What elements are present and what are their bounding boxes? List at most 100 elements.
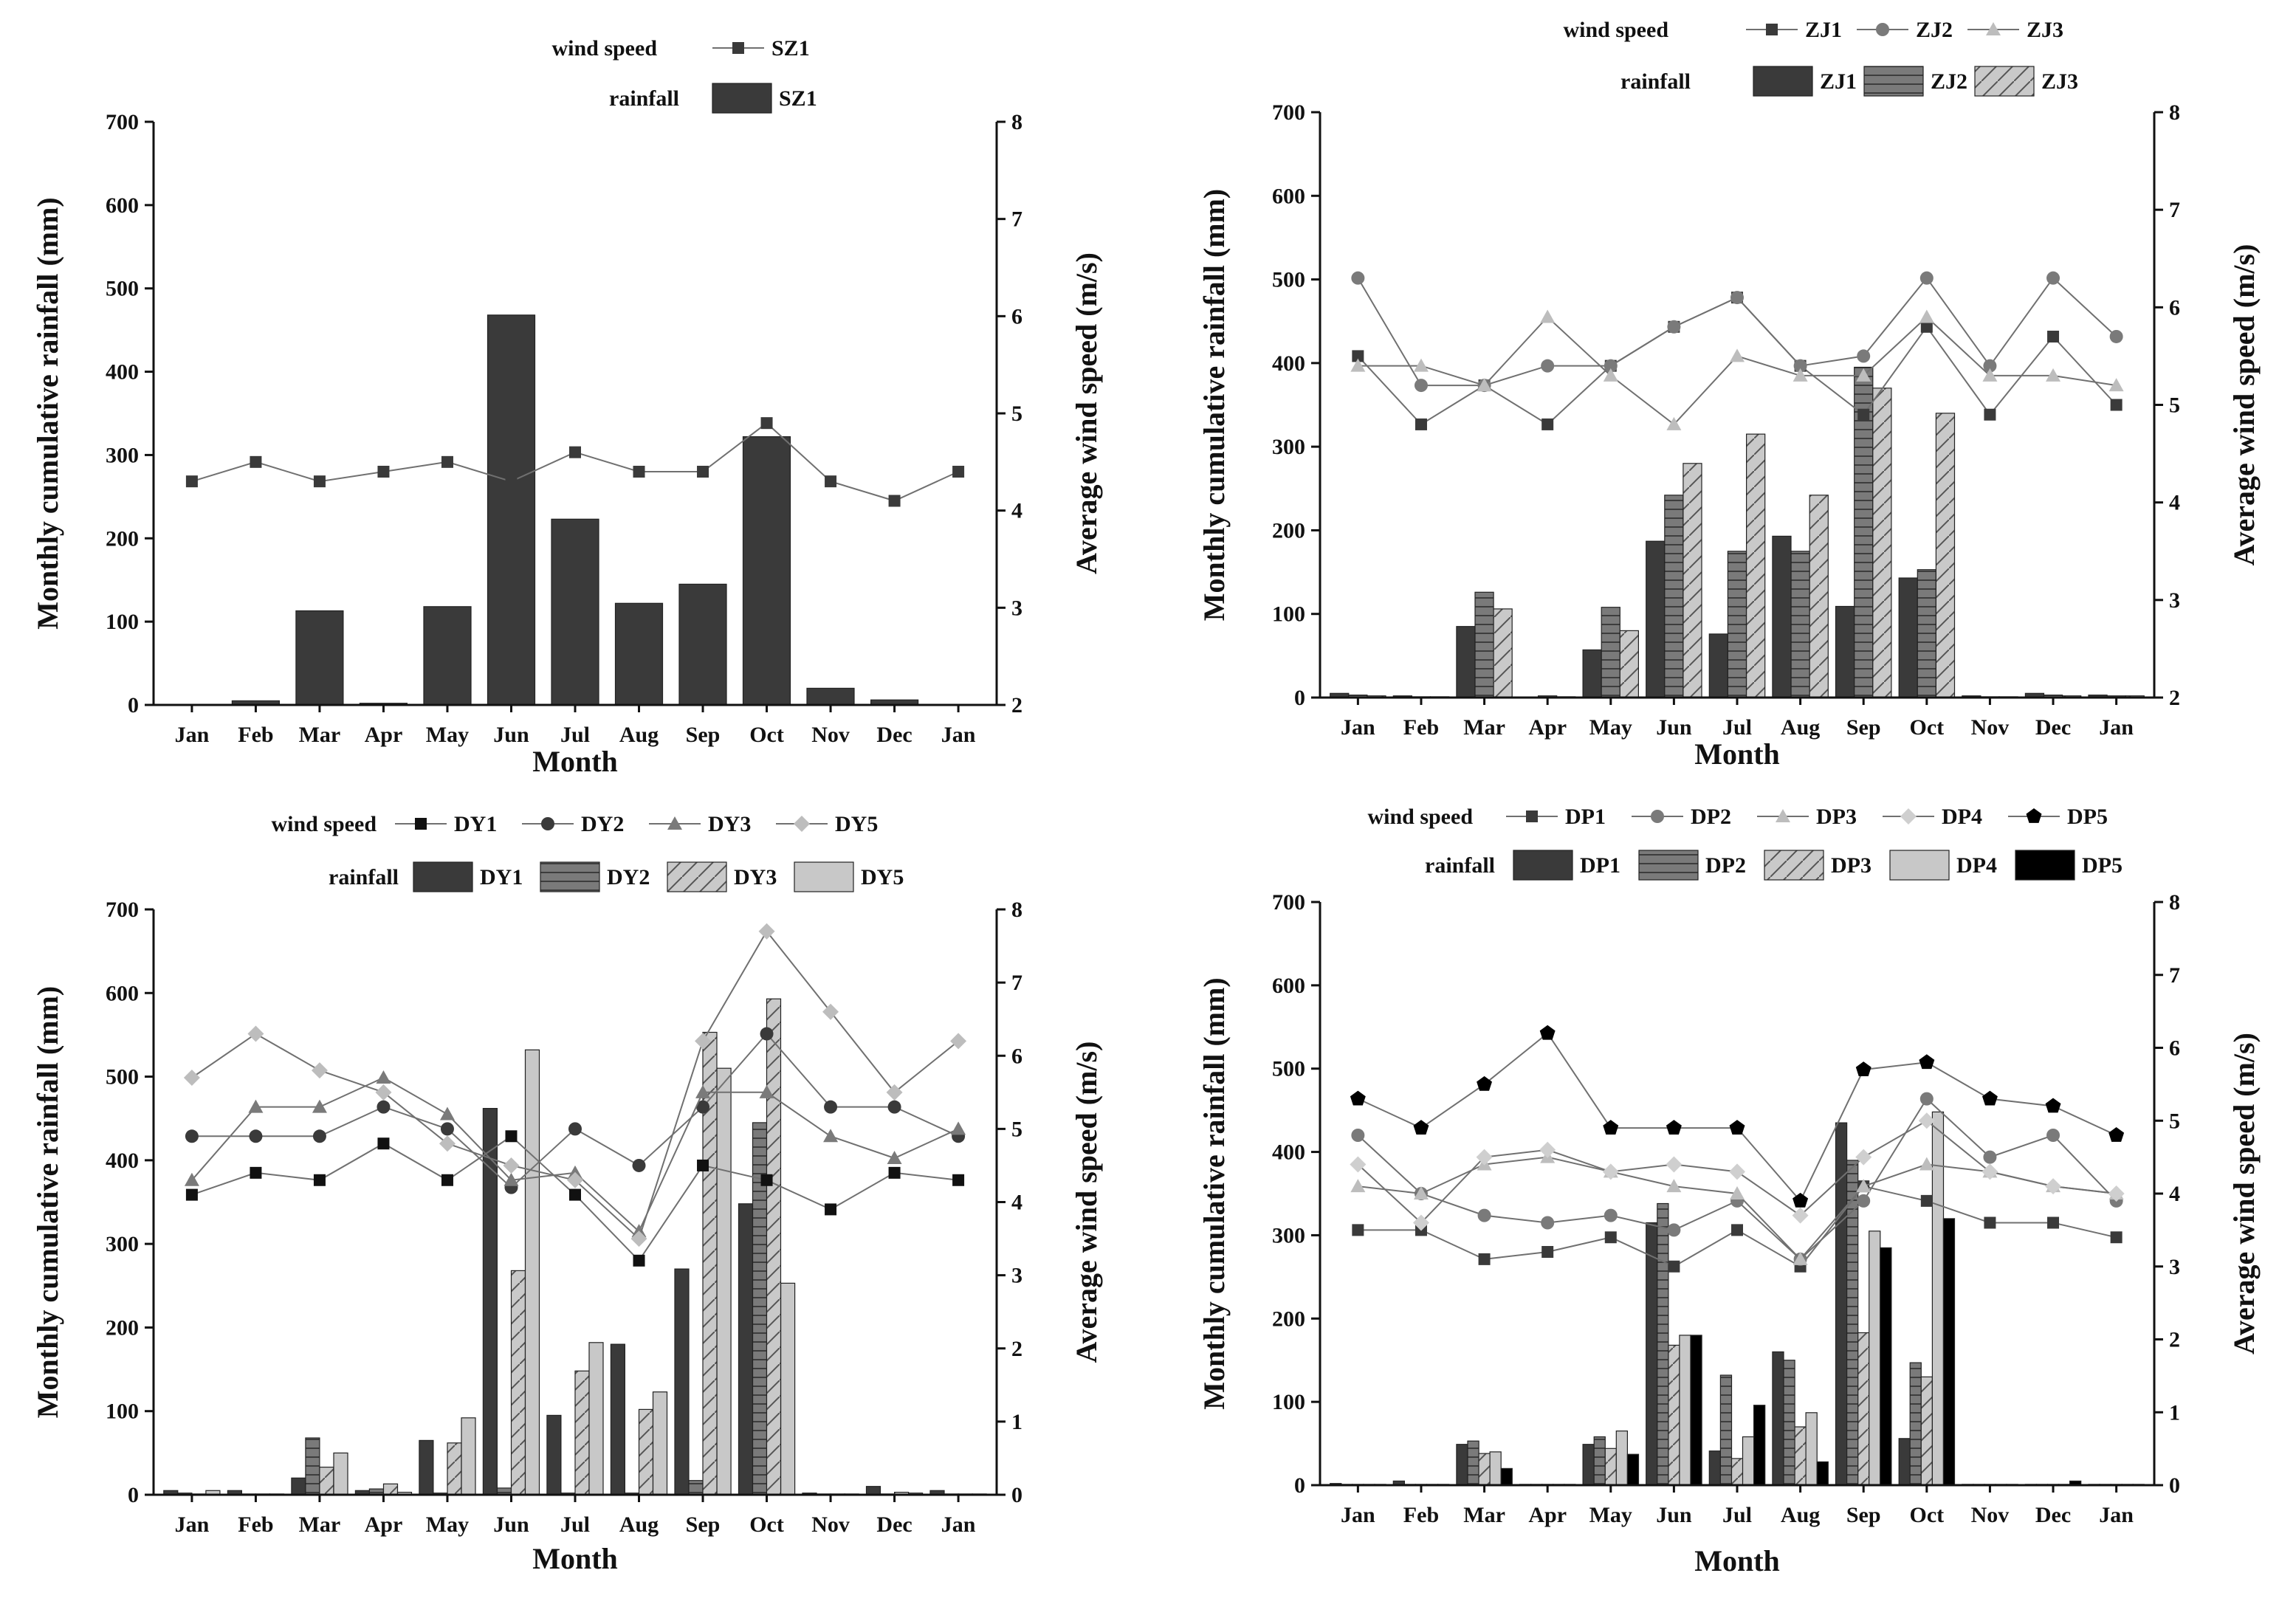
- y-tick-label-left: 600: [1272, 974, 1305, 998]
- point-dp3: [1793, 1251, 1808, 1265]
- point-dp4: [2108, 1185, 2125, 1202]
- y-tick-label-left: 500: [1272, 268, 1305, 292]
- bar-dy3: [447, 1442, 462, 1495]
- legend-label-wind: wind speed: [271, 812, 377, 836]
- y-axis-title-right: Average wind speed (m/s): [2227, 1033, 2261, 1355]
- x-tick-label: Jan: [1341, 1503, 1375, 1527]
- point-zj3: [1540, 309, 1556, 323]
- bar-zj3: [1493, 608, 1513, 698]
- bar-dp3: [1857, 1332, 1870, 1486]
- point-dy1: [505, 1130, 518, 1143]
- x-tick-label: Nov: [811, 723, 850, 747]
- bar-zj2: [1601, 607, 1620, 698]
- x-tick-label: Aug: [1781, 715, 1820, 740]
- point-sz1: [888, 495, 901, 507]
- bar-dy2: [688, 1480, 704, 1495]
- x-tick-label: May: [426, 1512, 469, 1537]
- y-tick-label-right: 2: [2169, 686, 2180, 710]
- y-tick-label-right: 7: [2169, 198, 2180, 222]
- point-zj1: [1352, 350, 1364, 362]
- x-tick-label: Apr: [365, 723, 403, 747]
- x-tick-label: Dec: [2035, 715, 2071, 740]
- y-tick-label-right: 6: [2169, 1036, 2180, 1061]
- y-tick-label-left: 500: [106, 1065, 139, 1090]
- y-tick-label-left: 700: [106, 110, 139, 134]
- point-sz1: [377, 466, 390, 478]
- bar-dy5: [524, 1049, 540, 1495]
- point-dy3: [759, 1084, 774, 1098]
- x-tick-label: Jan: [941, 723, 976, 747]
- point-sz1: [825, 475, 837, 488]
- point-dy2: [568, 1122, 582, 1136]
- y-tick-label-left: 500: [1272, 1057, 1305, 1081]
- y-tick-label-right: 5: [2169, 1109, 2180, 1133]
- point-dp4: [1981, 1163, 1998, 1180]
- point-dy3: [312, 1099, 327, 1113]
- y-tick-label-left: 200: [106, 526, 139, 551]
- point-dp4: [1918, 1112, 1935, 1129]
- x-tick-label: Oct: [749, 723, 784, 747]
- point-dy1: [313, 1174, 326, 1186]
- x-tick-label: Aug: [619, 1512, 659, 1537]
- bar-zj1: [1582, 649, 1602, 698]
- y-tick-label-right: 0: [2169, 1473, 2180, 1498]
- point-dy5: [950, 1033, 967, 1050]
- y-tick-label-right: 6: [1011, 304, 1022, 328]
- legend-text-wind-zj3: ZJ3: [2027, 18, 2063, 42]
- y-axis-title-left: Monthly cumulative rainfall (mm): [1197, 189, 1231, 622]
- y-tick-label-left: 600: [106, 193, 139, 218]
- bar-dp1: [1772, 1351, 1784, 1486]
- point-zj3: [1603, 368, 1618, 382]
- point-zj3: [1666, 416, 1682, 430]
- bar-dy1: [291, 1477, 306, 1495]
- bar-dp3: [1668, 1344, 1680, 1486]
- bar-sz1: [614, 602, 664, 706]
- legend-marker-zj1: [1766, 24, 1778, 35]
- point-zj3: [1982, 368, 1998, 382]
- point-dy1: [441, 1174, 453, 1186]
- point-dy3: [503, 1172, 519, 1186]
- x-tick-label: Jul: [560, 1512, 590, 1537]
- y-tick-label-left: 300: [1272, 1223, 1305, 1247]
- bar-sz1: [487, 314, 536, 706]
- bar-dy5: [716, 1067, 732, 1495]
- point-dp4: [1729, 1163, 1745, 1180]
- y-tick-label-right: 4: [1011, 499, 1022, 523]
- bar-dy1: [482, 1107, 498, 1495]
- point-sz1: [697, 466, 709, 478]
- point-dp4: [1666, 1156, 1683, 1173]
- y-axis-title-left: Monthly cumulative rainfall (mm): [1197, 977, 1231, 1410]
- chart-panel-dp: 0 100 200 300 400 500 600 700 0 1 2 3 4 5 6 7 8 Jan Feb Mar…: [1197, 805, 2261, 1577]
- point-dy5: [247, 1025, 264, 1042]
- x-tick-label: Aug: [1781, 1503, 1820, 1527]
- x-tick-label: Sep: [1846, 1503, 1881, 1527]
- y-tick-label-right: 2: [1011, 1337, 1022, 1361]
- point-zj3: [2108, 378, 2124, 392]
- legend-label-rain: rainfall: [1620, 69, 1691, 94]
- bar-dp1: [1646, 1222, 1658, 1486]
- x-tick-label: Jan: [1341, 715, 1375, 740]
- bar-dp2: [1657, 1202, 1669, 1486]
- y-axis-title-right: Average wind speed (m/s): [1070, 1042, 1103, 1363]
- point-zj1: [1920, 320, 1933, 333]
- point-zj3: [1350, 358, 1366, 372]
- bar-dp1: [1708, 1450, 1722, 1486]
- x-tick-label: Nov: [1971, 1503, 2010, 1527]
- x-tick-label: Feb: [238, 1512, 273, 1537]
- point-dp4: [1350, 1156, 1367, 1173]
- x-axis-title: Month: [1694, 737, 1780, 771]
- x-axis-title: Month: [532, 745, 618, 778]
- y-tick-label-right: 3: [2169, 588, 2180, 613]
- legend-text-wind-dy5: DY5: [835, 812, 878, 836]
- point-zj2: [1793, 359, 1807, 373]
- y-tick-label-left: 700: [1272, 890, 1305, 915]
- bar-dp1: [1898, 1438, 1911, 1486]
- bar-dy1: [419, 1439, 434, 1495]
- x-tick-label: Feb: [1403, 715, 1439, 740]
- bar-dy3: [319, 1466, 334, 1495]
- legend-text-wind-sz1: SZ1: [771, 36, 810, 61]
- y-tick-label-right: 8: [1011, 110, 1022, 134]
- point-dp1: [2110, 1231, 2123, 1244]
- point-dy5: [183, 1069, 200, 1086]
